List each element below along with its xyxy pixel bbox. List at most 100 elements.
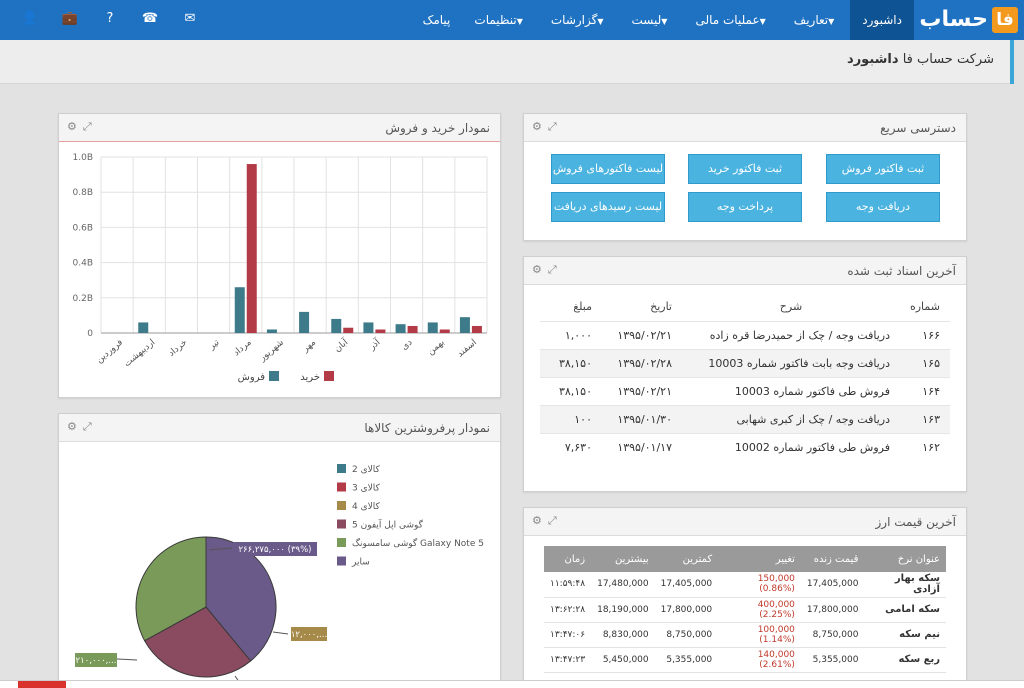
nav-lists[interactable]: لیست▼: [631, 13, 668, 27]
help-icon[interactable]: ?: [106, 11, 114, 26]
nav-reports[interactable]: گزارشات▼: [550, 13, 604, 27]
purchase-sales-chart-panel: نمودار خرید و فروش ⚙ ⤢ 0 0.2B 0.4B 0.6B 0.8B 1…: [58, 113, 501, 398]
panel-tools: ⚙ ⤢: [67, 120, 98, 134]
y-tick-label: 0.2B: [73, 294, 94, 304]
legend-label[interactable]: سایر: [351, 558, 370, 568]
legend-label[interactable]: کالای 3: [352, 484, 381, 494]
envelope-icon[interactable]: ✉: [184, 11, 196, 26]
col-min: کمترین: [654, 546, 719, 572]
legend-swatch: [337, 501, 346, 510]
x-tick-label: فروردین: [95, 338, 125, 366]
make-payment-button[interactable]: پرداخت وجه: [688, 192, 802, 222]
x-tick-label: بهمن: [426, 338, 447, 358]
receive-payment-button[interactable]: دریافت وجه: [826, 192, 940, 222]
settings-icon[interactable]: ⚙: [532, 120, 542, 133]
settings-icon[interactable]: ⚙: [67, 120, 77, 133]
nav-dashboard[interactable]: داشبورد: [850, 0, 914, 40]
data-label: ۲۶۶,۲۷۵,۰۰۰ (۳۹%): [238, 545, 311, 555]
expand-icon[interactable]: ⤢: [547, 263, 557, 276]
legend-swatch: [337, 556, 346, 566]
nav-financial-ops[interactable]: عملیات مالی▼: [695, 13, 766, 27]
status-indicator: [18, 681, 66, 688]
status-bar: [0, 680, 1024, 688]
col-description: شرح: [779, 300, 803, 314]
table-row[interactable]: ۱۶۲ فروش طی فاکتور شماره 10002 ۱۳۹۵/۰۱/۱۷ ۷…: [540, 432, 950, 461]
app-logo[interactable]: فاحساب: [918, 4, 1018, 36]
table-row[interactable]: ۱۶۵ دریافت وجه بابت فاکتور شماره 10003 ۱۳۹…: [540, 348, 950, 377]
settings-icon[interactable]: ⚙: [67, 420, 77, 433]
recent-docs-panel: آخرین اسناد ثبت شده ⚙ ⤢ شماره شرح تاریخ م…: [523, 256, 967, 492]
bar: [395, 324, 406, 333]
table-header: عنوان نرخ قیمت زنده تغییر کمترین بیشترین…: [544, 546, 946, 572]
bar: [459, 317, 470, 333]
briefcase-icon[interactable]: 💼: [61, 11, 79, 26]
quick-access-panel: دسترسی سریع ⚙ ⤢ ثبت فاکتور فروش ثبت فاکتو…: [523, 113, 967, 241]
breadcrumb-company[interactable]: شرکت حساب فا: [902, 52, 994, 67]
legend-label[interactable]: خرید: [300, 372, 320, 383]
panel-tools: ⚙ ⤢: [532, 514, 563, 528]
panel-tools: ⚙ ⤢: [532, 263, 563, 277]
bar: [331, 318, 342, 333]
chevron-down-icon: ▼: [516, 17, 523, 26]
x-tick-label: اسفند: [456, 338, 479, 360]
breadcrumb-bar: شرکت حساب فا داشبورد: [0, 40, 1014, 84]
bar: [471, 325, 482, 333]
y-tick-label: 0.4B: [73, 259, 94, 269]
bar: [246, 164, 257, 333]
x-tick-label: اردیبهشت: [122, 338, 157, 370]
x-tick-label: مرداد: [232, 338, 254, 359]
legend-swatch: [269, 371, 279, 381]
y-tick-label: 0: [87, 329, 93, 339]
table-row: ربع سکه 5,355,000 140,000 (2.61%) 5,355,000…: [544, 647, 946, 673]
table-row[interactable]: ۱۶۶ دریافت وجه / چک از حمیدرضا قره زاده ۱۳…: [540, 320, 950, 349]
data-label-box: [233, 542, 317, 556]
table-row[interactable]: ۱۶۴ فروش طی فاکتور شماره 10003 ۱۳۹۵/۰۲/۲۱ ۳…: [540, 376, 950, 405]
pie-slice: [205, 536, 277, 662]
receipts-list-button[interactable]: لیست رسیدهای دریافت: [551, 192, 665, 222]
pie-slice: [135, 536, 207, 642]
x-tick-label: آذر: [366, 336, 383, 353]
expand-icon[interactable]: ⤢: [82, 420, 92, 433]
x-tick-label: تیر: [207, 337, 222, 352]
user-icon[interactable]: 👤: [21, 11, 39, 26]
nav-settings[interactable]: تنظیمات▼: [474, 13, 523, 27]
phone-icon[interactable]: ☎: [141, 11, 159, 26]
chevron-down-icon: ▼: [828, 17, 835, 26]
panel-header: دسترسی سریع ⚙ ⤢: [524, 114, 966, 142]
table-row[interactable]: ۱۶۳ دریافت وجه / چک از کبری شهابی ۱۳۹۵/۰۱/…: [540, 404, 950, 433]
expand-icon[interactable]: ⤢: [547, 514, 557, 527]
bar: [427, 322, 438, 333]
bar: [138, 322, 149, 333]
expand-icon[interactable]: ⤢: [82, 120, 92, 133]
legend-swatch: [337, 519, 346, 529]
bar: [343, 327, 354, 333]
pie-slice: [143, 606, 252, 678]
new-sales-invoice-button[interactable]: ثبت فاکتور فروش: [826, 154, 940, 184]
col-date: تاریخ: [650, 300, 672, 314]
legend-label[interactable]: گوشی اپل آیفون 5: [352, 519, 424, 531]
panel-title: آخرین قیمت ارز: [875, 515, 956, 529]
sales-invoices-list-button[interactable]: لیست فاکتورهای فروش: [551, 154, 665, 184]
legend-label[interactable]: کالای 2: [352, 465, 381, 475]
bar: [375, 329, 386, 333]
expand-icon[interactable]: ⤢: [547, 120, 557, 133]
top-icons: 👤 💼 ? ☎ ✉: [10, 0, 210, 40]
col-change: تغییر: [718, 546, 801, 572]
col-live-price: قیمت زنده: [800, 546, 865, 572]
logo-mark: فا: [992, 7, 1018, 33]
new-purchase-invoice-button[interactable]: ثبت فاکتور خرید: [688, 154, 802, 184]
settings-icon[interactable]: ⚙: [532, 514, 542, 527]
top-navbar: فاحساب داشبورد تعاریف▼ عملیات مالی▼ لیست…: [0, 0, 1024, 40]
main-nav: داشبورد تعاریف▼ عملیات مالی▼ لیست▼ گزارش…: [411, 0, 914, 40]
panel-title: نمودار خرید و فروش: [385, 121, 490, 135]
nav-definitions[interactable]: تعاریف▼: [793, 13, 835, 27]
col-number: شماره: [909, 300, 940, 314]
y-tick-label: 0.8B: [73, 188, 94, 198]
settings-icon[interactable]: ⚙: [532, 263, 542, 276]
nav-sms[interactable]: پیامک: [422, 13, 451, 27]
legend-label[interactable]: کالای 4: [352, 502, 381, 512]
legend-swatch: [337, 464, 346, 473]
legend-label[interactable]: فروش: [238, 372, 266, 383]
legend-label[interactable]: گوشی سامسونگ Galaxy Note 5: [352, 537, 484, 549]
